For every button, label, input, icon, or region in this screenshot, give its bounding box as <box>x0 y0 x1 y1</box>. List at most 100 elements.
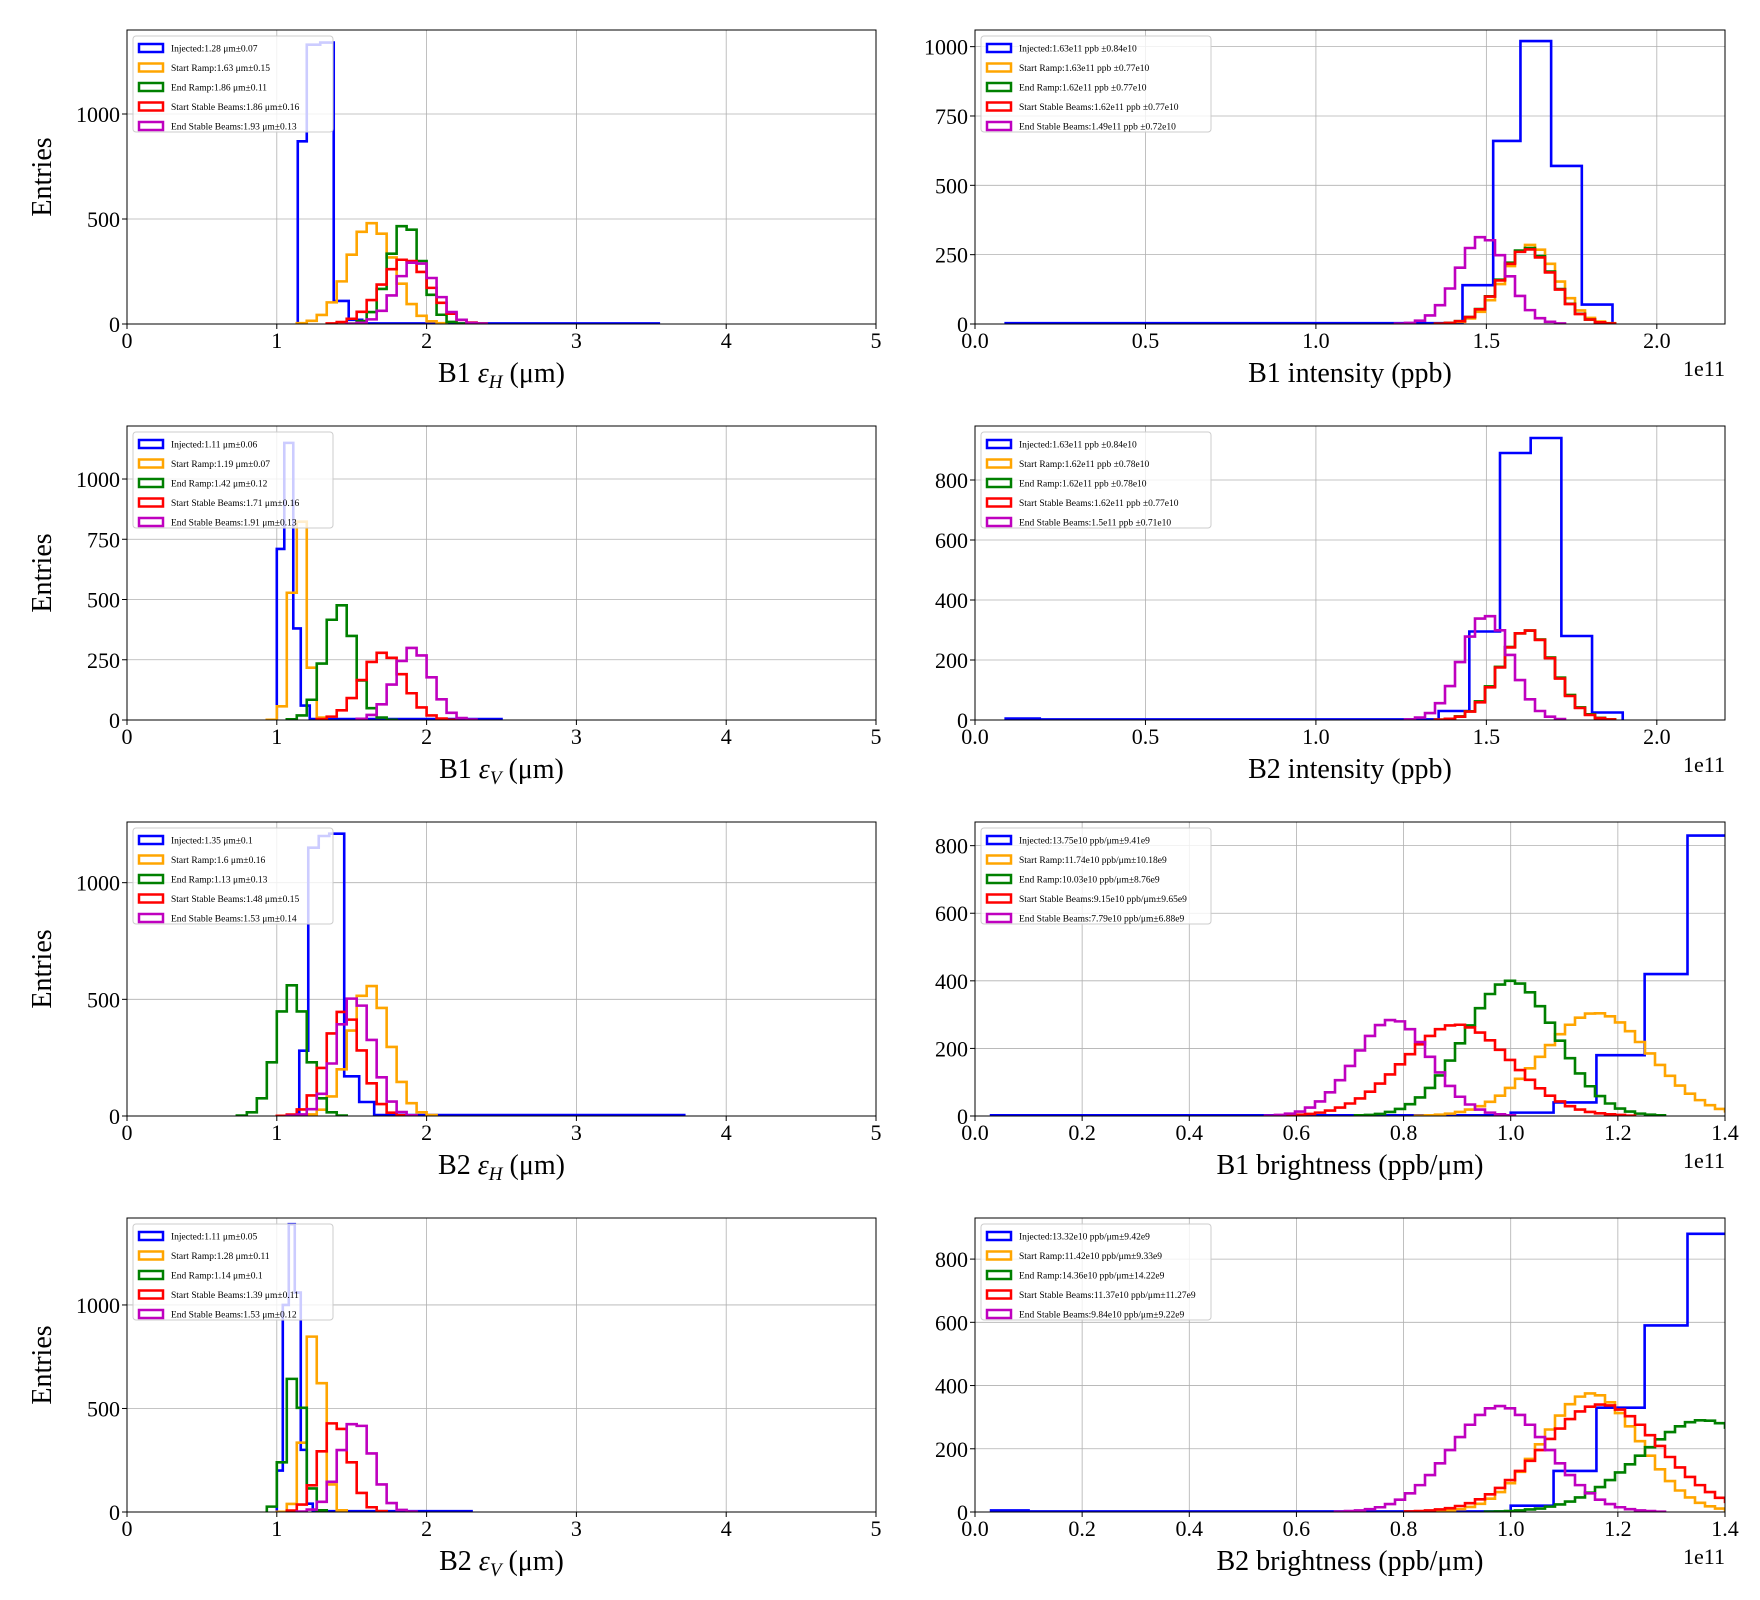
legend-entry: End Stable Beams:9.84e10 ppb/μm±9.22e9 <box>1019 1311 1184 1321</box>
x-tick-label: 0.0 <box>961 1120 989 1145</box>
axes-frame <box>126 29 877 325</box>
legend-entry: End Stable Beams:1.53 μm±0.12 <box>171 1311 297 1321</box>
x-tick-label: 1.0 <box>1497 1120 1525 1145</box>
x-tick-label: 2.0 <box>1643 724 1671 749</box>
x-tick-label: 5 <box>871 1120 882 1145</box>
legend-entry: Injected:1.28 μm±0.07 <box>171 45 258 55</box>
legend-entry: Start Stable Beams:1.62e11 ppb ±0.77e10 <box>1019 499 1179 509</box>
series-group <box>295 41 661 324</box>
series-group <box>1004 436 1625 720</box>
histogram-start-ramp <box>1433 629 1617 720</box>
x-tick-label: 1.4 <box>1711 1120 1739 1145</box>
legend-swatch <box>137 81 165 93</box>
legend-entry: End Ramp:10.03e10 ppb/μm±8.76e9 <box>1019 876 1160 886</box>
legend-entry: End Ramp:1.13 μm±0.13 <box>171 876 268 886</box>
axes-frame <box>126 1217 877 1513</box>
y-tick-label: 0 <box>109 312 120 337</box>
x-offset-label: 1e11 <box>1683 356 1725 381</box>
legend-swatch <box>137 438 165 450</box>
histogram-start-stable-beams <box>1433 248 1617 324</box>
x-tick-label: 5 <box>871 328 882 353</box>
legend-entry: Injected:1.11 μm±0.05 <box>171 1233 257 1243</box>
histogram-end-ramp <box>235 984 349 1116</box>
x-tick-label: 0 <box>122 1516 133 1541</box>
histogram-start-ramp <box>265 520 329 720</box>
x-tick-label: 1.4 <box>1711 1516 1739 1541</box>
x-axis-label: B2 brightness (ppb/μm) <box>1217 1546 1484 1577</box>
histogram-start-ramp <box>295 221 448 324</box>
y-tick-label: 500 <box>87 1396 120 1421</box>
legend-entry: Start Ramp:1.63e11 ppb ±0.77e10 <box>1019 64 1149 74</box>
legend-swatch <box>137 497 165 508</box>
x-tick-label: 3 <box>571 1516 582 1541</box>
y-axis-label: Entries <box>27 533 58 612</box>
histogram-start-stable-beams <box>1403 1403 1725 1512</box>
legend-entry: End Ramp:1.86 μm±0.11 <box>171 84 267 94</box>
legend-box <box>980 35 1212 133</box>
legend-entry: Start Stable Beams:1.62e11 ppb ±0.77e10 <box>1019 103 1179 113</box>
chart-panel-b1-eh: 0 1 2 3 4 5 0 500 1000 B1 εH (μm) Entries Injected:… <box>27 29 882 393</box>
legend-entry: End Ramp:1.42 μm±0.12 <box>171 480 268 490</box>
legend-entry: End Ramp:1.62e11 ppb ±0.77e10 <box>1019 84 1147 94</box>
x-tick-label: 0.4 <box>1176 1120 1204 1145</box>
chart-panel-b2-eh: 0 1 2 3 4 5 0 500 1000 B2 εH (μm) Entries Injected:… <box>27 821 882 1185</box>
x-tick-label: 0.4 <box>1176 1516 1204 1541</box>
legend-entry: Injected:13.32e10 ppb/μm±9.42e9 <box>1019 1233 1150 1243</box>
legend-swatch <box>137 912 165 924</box>
x-tick-label: 2 <box>421 1516 432 1541</box>
x-tick-label: 0 <box>122 328 133 353</box>
histogram-injected <box>989 1232 1725 1512</box>
legend-entry: Start Ramp:1.28 μm±0.11 <box>171 1252 270 1262</box>
axes-frame <box>974 1217 1726 1513</box>
y-tick-label: 1000 <box>76 1293 120 1318</box>
legend-swatch <box>985 1269 1013 1281</box>
legend-entry: End Stable Beams:1.53 μm±0.14 <box>171 915 297 925</box>
legend-swatch <box>985 438 1013 450</box>
x-label-unit: (μm) <box>503 358 565 389</box>
axes-frame <box>974 29 1726 325</box>
legend-swatch <box>985 477 1013 489</box>
x-tick-label: 0 <box>122 1120 133 1145</box>
y-tick-label: 0 <box>957 312 968 337</box>
legend-entry: End Ramp:14.36e10 ppb/μm±14.22e9 <box>1019 1272 1165 1282</box>
legend-swatch <box>985 1289 1013 1300</box>
legend-entry: Start Ramp:1.63 μm±0.15 <box>171 64 270 74</box>
x-tick-label: 1 <box>271 1120 282 1145</box>
y-tick-label: 600 <box>935 1310 968 1335</box>
x-tick-label: 0.2 <box>1068 1516 1096 1541</box>
legend-entry: Start Ramp:11.42e10 ppb/μm±9.33e9 <box>1019 1252 1162 1262</box>
histogram-injected <box>297 832 686 1116</box>
legend-entry: Start Stable Beams:1.71 μm±0.16 <box>171 499 300 509</box>
series-group <box>235 832 686 1116</box>
x-tick-label: 1.2 <box>1604 1516 1632 1541</box>
x-label-main: B1 <box>439 754 479 785</box>
histogram-end-stable-beams <box>1263 1018 1517 1116</box>
legend-entry: End Ramp:1.14 μm±0.1 <box>171 1272 263 1282</box>
x-axis-label: B2 εV (μm) <box>439 1546 564 1581</box>
legend-swatch <box>137 1269 165 1281</box>
chart-panel-b2-ev: 0 1 2 3 4 5 0 500 1000 B2 εV (μm) Entries Injected:… <box>27 1217 882 1581</box>
legend-entry: Start Stable Beams:9.15e10 ppb/μm±9.65e9 <box>1019 895 1187 905</box>
x-tick-label: 3 <box>571 724 582 749</box>
legend-box <box>980 1223 1212 1321</box>
histogram-end-stable-beams <box>1333 1404 1667 1512</box>
legend-swatch <box>985 873 1013 885</box>
axes-frame <box>974 821 1726 1117</box>
legend-entry: End Stable Beams:1.93 μm±0.13 <box>171 123 297 133</box>
x-tick-label: 0.0 <box>961 1516 989 1541</box>
x-offset-label: 1e11 <box>1683 752 1725 777</box>
histogram-end-stable-beams <box>295 1422 418 1512</box>
histogram-start-stable-beams <box>1273 1023 1637 1116</box>
legend-entry: End Ramp:1.62e11 ppb ±0.78e10 <box>1019 480 1147 490</box>
legend-swatch <box>137 834 165 846</box>
y-tick-label: 800 <box>935 834 968 859</box>
legend-swatch <box>137 873 165 885</box>
x-tick-label: 0.2 <box>1068 1120 1096 1145</box>
x-label-sub: H <box>488 372 504 393</box>
y-tick-label: 400 <box>935 588 968 613</box>
x-tick-label: 0.5 <box>1132 328 1160 353</box>
y-tick-label: 0 <box>109 708 120 733</box>
histogram-end-ramp <box>1483 1419 1725 1512</box>
legend-box <box>132 827 334 925</box>
legend-swatch <box>137 854 165 865</box>
